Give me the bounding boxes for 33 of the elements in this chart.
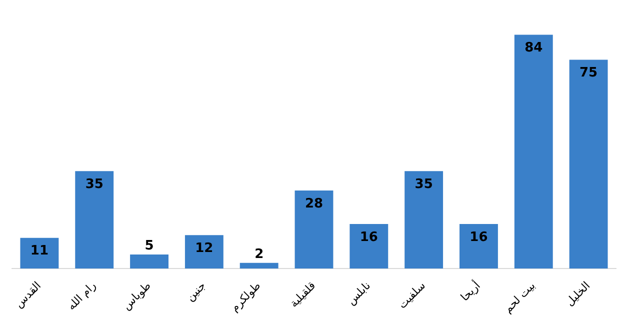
bar <box>184 235 224 268</box>
data-label: 5 <box>144 238 154 254</box>
data-label: 75 <box>580 66 598 81</box>
bar <box>75 171 114 268</box>
bar <box>569 60 608 268</box>
x-tick-label: طولكرم <box>228 278 264 314</box>
data-label: 16 <box>360 230 378 245</box>
bar <box>514 34 553 268</box>
bar <box>460 224 498 268</box>
x-tick-label: رام الله <box>64 279 99 313</box>
data-label: 11 <box>30 244 48 259</box>
bar <box>404 171 444 268</box>
x-tick-label: قلقيلية <box>287 279 318 310</box>
data-label: 35 <box>414 176 433 192</box>
bar <box>294 190 334 268</box>
data-label: 28 <box>304 196 324 212</box>
data-label: 84 <box>524 40 543 56</box>
x-tick-label: الخليل <box>563 279 593 309</box>
x-tick-label: أريحا <box>457 278 483 304</box>
bar <box>350 224 388 268</box>
bar <box>240 262 278 268</box>
data-label: 2 <box>254 246 264 262</box>
data-label: 35 <box>85 176 104 192</box>
x-tick-label: بيت لحم <box>501 279 538 316</box>
x-tick-label: القدس <box>12 279 44 310</box>
bar <box>20 238 59 268</box>
x-tick-label: سلفيت <box>396 279 428 312</box>
x-tick-label: نابلس <box>344 279 374 308</box>
x-tick-label: جنين <box>184 279 208 304</box>
data-label: 12 <box>195 240 214 256</box>
data-label: 16 <box>470 230 488 245</box>
bar <box>130 254 168 268</box>
x-tick-label: طوباس <box>120 278 154 313</box>
